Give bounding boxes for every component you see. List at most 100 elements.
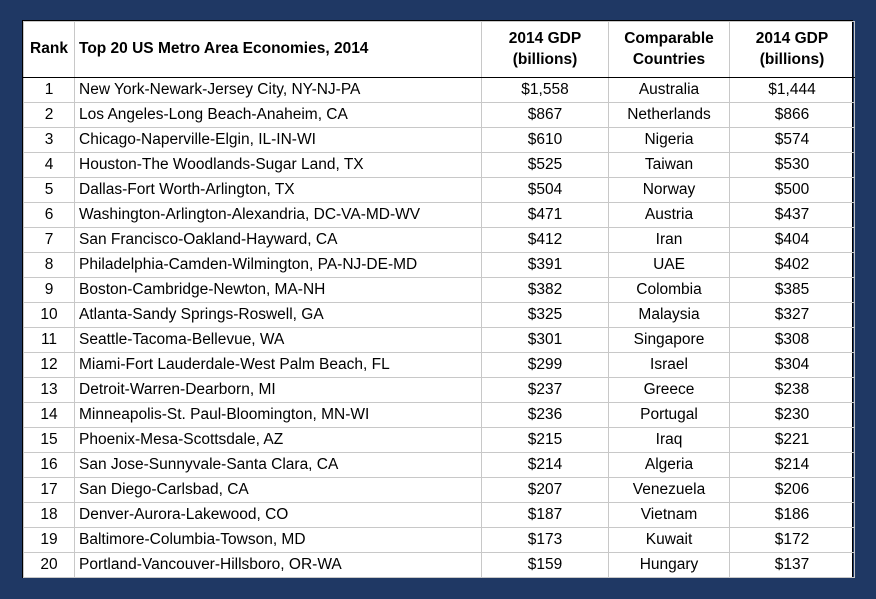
country-cell: Singapore xyxy=(608,327,730,353)
table-row: 9 Boston-Cambridge-Newton, MA-NH $382 Colom… xyxy=(23,277,855,303)
rank-cell: 18 xyxy=(23,502,75,528)
country-cell: UAE xyxy=(608,252,730,278)
table-row: 10 Atlanta-Sandy Springs-Roswell, GA $325 M… xyxy=(23,302,855,328)
metro-name-cell: Dallas-Fort Worth-Arlington, TX xyxy=(74,177,482,203)
metro-name-cell: Chicago-Naperville-Elgin, IL-IN-WI xyxy=(74,127,482,153)
header-country-gdp: 2014 GDP (billions) xyxy=(729,21,855,78)
metro-gdp-cell: $610 xyxy=(481,127,609,153)
header-row: Rank Top 20 US Metro Area Economies, 201… xyxy=(23,21,855,78)
country-gdp-cell: $230 xyxy=(729,402,855,428)
table-row: 16 San Jose-Sunnyvale-Santa Clara, CA $214… xyxy=(23,452,855,478)
metro-gdp-cell: $391 xyxy=(481,252,609,278)
metro-gdp-cell: $237 xyxy=(481,377,609,403)
metro-name-cell: Atlanta-Sandy Springs-Roswell, GA xyxy=(74,302,482,328)
metro-name-cell: Miami-Fort Lauderdale-West Palm Beach, F… xyxy=(74,352,482,378)
rank-cell: 10 xyxy=(23,302,75,328)
country-cell: Kuwait xyxy=(608,527,730,553)
header-metro: Top 20 US Metro Area Economies, 2014 xyxy=(74,21,482,78)
metro-gdp-cell: $214 xyxy=(481,452,609,478)
table-row: 18 Denver-Aurora-Lakewood, CO $187 Vietnam $… xyxy=(23,502,855,528)
metro-name-cell: Los Angeles-Long Beach-Anaheim, CA xyxy=(74,102,482,128)
country-gdp-cell: $186 xyxy=(729,502,855,528)
table-row: 17 San Diego-Carlsbad, CA $207 Venezuela $20… xyxy=(23,477,855,503)
rank-cell: 12 xyxy=(23,352,75,378)
rank-cell: 8 xyxy=(23,252,75,278)
metro-name-cell: Philadelphia-Camden-Wilmington, PA-NJ-DE… xyxy=(74,252,482,278)
country-cell: Taiwan xyxy=(608,152,730,178)
table-row: 19 Baltimore-Columbia-Towson, MD $173 Kuwai… xyxy=(23,527,855,553)
table-row: 6 Washington-Arlington-Alexandria, DC-VA-… xyxy=(23,202,855,228)
header-metro-gdp-line1: 2014 GDP xyxy=(508,30,582,48)
table-row: 8 Philadelphia-Camden-Wilmington, PA-NJ-D… xyxy=(23,252,855,278)
header-metro-gdp-line2: (billions) xyxy=(512,50,578,68)
metro-name-cell: Portland-Vancouver-Hillsboro, OR-WA xyxy=(74,552,482,578)
rank-cell: 1 xyxy=(23,77,75,103)
country-gdp-cell: $402 xyxy=(729,252,855,278)
country-cell: Malaysia xyxy=(608,302,730,328)
country-cell: Iran xyxy=(608,227,730,253)
rank-cell: 15 xyxy=(23,427,75,453)
table-row: 4 Houston-The Woodlands-Sugar Land, TX $52… xyxy=(23,152,855,178)
rank-cell: 4 xyxy=(23,152,75,178)
rank-cell: 19 xyxy=(23,527,75,553)
rank-cell: 13 xyxy=(23,377,75,403)
table-header: Rank Top 20 US Metro Area Economies, 201… xyxy=(23,21,855,78)
country-gdp-cell: $574 xyxy=(729,127,855,153)
country-cell: Netherlands xyxy=(608,102,730,128)
country-cell: Greece xyxy=(608,377,730,403)
country-cell: Iraq xyxy=(608,427,730,453)
table-body: 1 New York-Newark-Jersey City, NY-NJ-PA $1… xyxy=(23,77,855,578)
country-cell: Australia xyxy=(608,77,730,103)
country-cell: Nigeria xyxy=(608,127,730,153)
metro-gdp-cell: $1,558 xyxy=(481,77,609,103)
rank-cell: 9 xyxy=(23,277,75,303)
country-gdp-cell: $437 xyxy=(729,202,855,228)
country-gdp-cell: $206 xyxy=(729,477,855,503)
metro-name-cell: Phoenix-Mesa-Scottsdale, AZ xyxy=(74,427,482,453)
country-cell: Hungary xyxy=(608,552,730,578)
header-metro-gdp: 2014 GDP (billions) xyxy=(481,21,609,78)
metro-name-cell: Baltimore-Columbia-Towson, MD xyxy=(74,527,482,553)
table-row: 3 Chicago-Naperville-Elgin, IL-IN-WI $610 N… xyxy=(23,127,855,153)
table-row: 7 San Francisco-Oakland-Hayward, CA $412 Ir… xyxy=(23,227,855,253)
country-gdp-cell: $304 xyxy=(729,352,855,378)
table-row: 15 Phoenix-Mesa-Scottsdale, AZ $215 Iraq $22… xyxy=(23,427,855,453)
country-gdp-cell: $221 xyxy=(729,427,855,453)
data-table-container: Rank Top 20 US Metro Area Economies, 201… xyxy=(22,20,855,578)
rank-cell: 6 xyxy=(23,202,75,228)
rank-cell: 20 xyxy=(23,552,75,578)
metro-name-cell: Minneapolis-St. Paul-Bloomington, MN-WI xyxy=(74,402,482,428)
metro-gdp-cell: $236 xyxy=(481,402,609,428)
rank-cell: 16 xyxy=(23,452,75,478)
table-row: 11 Seattle-Tacoma-Bellevue, WA $301 Singapo… xyxy=(23,327,855,353)
metro-gdp-cell: $471 xyxy=(481,202,609,228)
rank-cell: 14 xyxy=(23,402,75,428)
metro-gdp-cell: $412 xyxy=(481,227,609,253)
header-country-line1: Comparable xyxy=(624,30,714,48)
table-row: 20 Portland-Vancouver-Hillsboro, OR-WA $15… xyxy=(23,552,855,578)
country-gdp-cell: $214 xyxy=(729,452,855,478)
country-cell: Algeria xyxy=(608,452,730,478)
country-cell: Venezuela xyxy=(608,477,730,503)
table-row: 12 Miami-Fort Lauderdale-West Palm Beach,… xyxy=(23,352,855,378)
rank-cell: 5 xyxy=(23,177,75,203)
table-row: 2 Los Angeles-Long Beach-Anaheim, CA $867 N… xyxy=(23,102,855,128)
metro-gdp-cell: $504 xyxy=(481,177,609,203)
metro-gdp-cell: $325 xyxy=(481,302,609,328)
metro-gdp-cell: $301 xyxy=(481,327,609,353)
rank-cell: 11 xyxy=(23,327,75,353)
country-gdp-cell: $308 xyxy=(729,327,855,353)
header-country-gdp-line1: 2014 GDP xyxy=(755,30,829,48)
country-gdp-cell: $137 xyxy=(729,552,855,578)
metro-name-cell: Boston-Cambridge-Newton, MA-NH xyxy=(74,277,482,303)
metro-gdp-cell: $159 xyxy=(481,552,609,578)
country-gdp-cell: $404 xyxy=(729,227,855,253)
country-gdp-cell: $530 xyxy=(729,152,855,178)
metro-gdp-cell: $299 xyxy=(481,352,609,378)
country-cell: Norway xyxy=(608,177,730,203)
metro-name-cell: Washington-Arlington-Alexandria, DC-VA-M… xyxy=(74,202,482,228)
country-gdp-cell: $172 xyxy=(729,527,855,553)
country-gdp-cell: $500 xyxy=(729,177,855,203)
metro-gdp-cell: $867 xyxy=(481,102,609,128)
metro-gdp-cell: $207 xyxy=(481,477,609,503)
